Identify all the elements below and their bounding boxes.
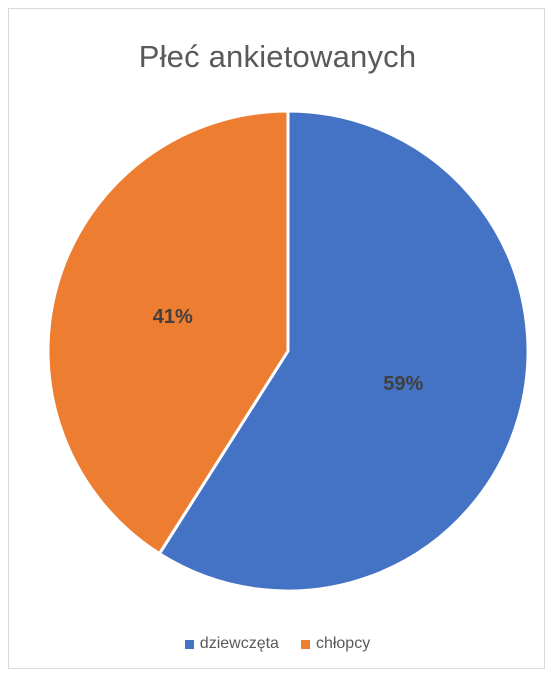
pie-slice-chlopcy — [46, 109, 290, 556]
legend-label-chlopcy: chłopcy — [315, 635, 371, 652]
chart-area: Płeć ankietowanych 59% 41% dziewczęta chł… — [8, 8, 545, 669]
data-label-chlopcy: 41% — [153, 306, 193, 328]
legend-item-chlopcy: chłopcy — [300, 635, 371, 653]
data-label-dziewczeta: 59% — [383, 373, 423, 395]
chart-title: Płeć ankietowanych — [138, 39, 417, 74]
pie-slice-dziewczeta — [157, 109, 530, 593]
pie-chart: 59% 41% — [46, 109, 530, 593]
legend: dziewczęta chłopcy — [9, 635, 546, 653]
legend-swatch-chlopcy — [300, 639, 310, 649]
legend-label-dziewczeta: dziewczęta — [199, 635, 279, 652]
legend-swatch-dziewczeta — [184, 639, 194, 649]
legend-item-dziewczeta: dziewczęta — [184, 635, 279, 653]
